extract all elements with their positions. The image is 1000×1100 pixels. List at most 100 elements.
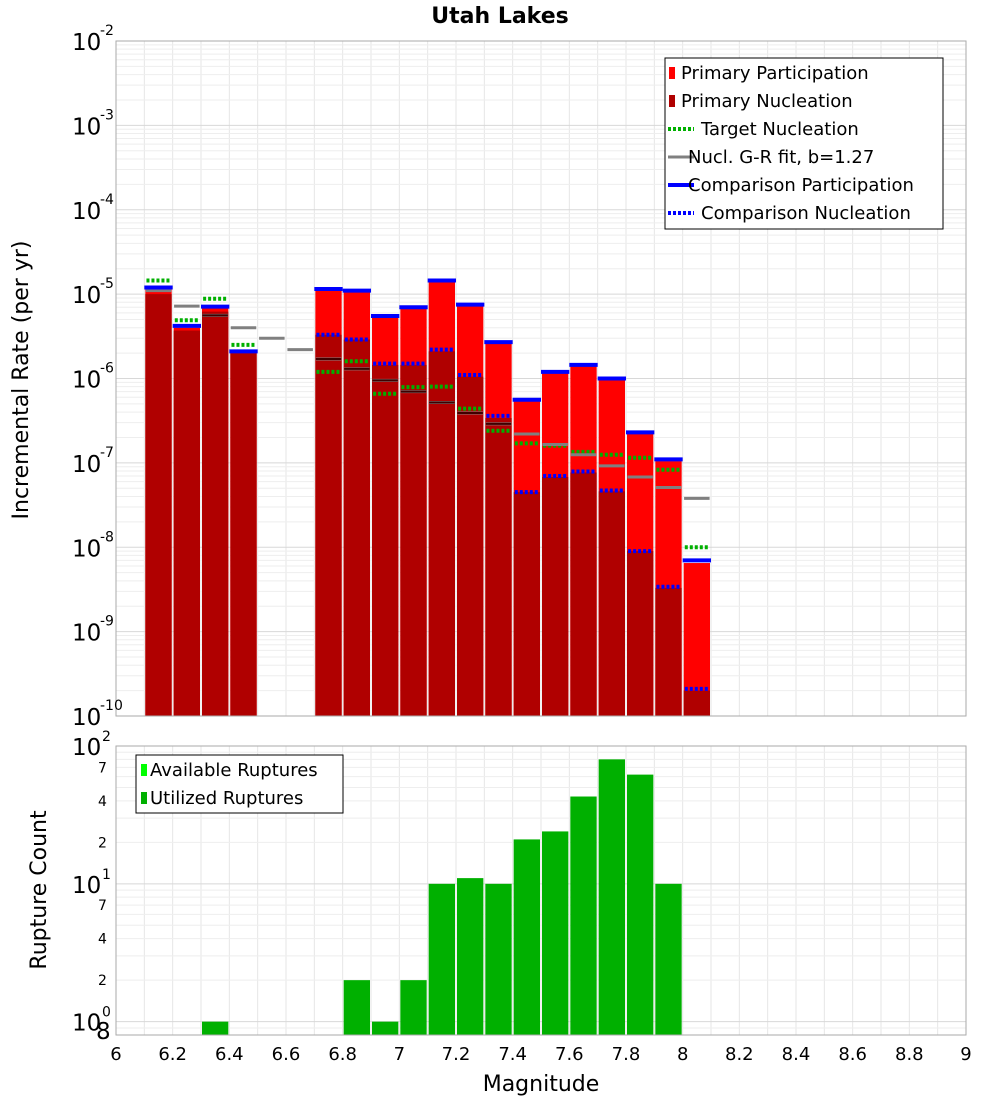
top-y-tick-exponent: -3	[100, 107, 114, 123]
bar-primary-nucleation	[485, 418, 512, 716]
bottom-y-minor-tick-label: 7	[98, 898, 107, 914]
bar-primary-nucleation	[683, 690, 710, 716]
bottom-y-tick-label: 10	[72, 735, 101, 761]
top-y-tick-label: 10	[72, 199, 101, 225]
bar-utilized-ruptures	[627, 774, 654, 1035]
x-tick-label: 7	[394, 1044, 405, 1065]
bar-primary-nucleation	[372, 364, 399, 716]
top-y-tick-exponent: -2	[100, 23, 114, 39]
legend-swatch-available-ruptures	[141, 764, 147, 776]
bar-utilized-ruptures	[598, 759, 625, 1035]
x-tick-label: 9	[960, 1044, 971, 1065]
legend-label-utilized-ruptures: Utilized Ruptures	[150, 788, 303, 809]
top-y-tick-exponent: -5	[100, 276, 114, 292]
x-tick-label: 7.2	[442, 1044, 471, 1065]
bar-primary-nucleation	[145, 294, 172, 716]
bar-primary-nucleation	[343, 339, 370, 716]
bar-utilized-ruptures	[570, 796, 597, 1035]
x-tick-label: 7.8	[612, 1044, 641, 1065]
x-tick-label: 8.6	[838, 1044, 867, 1065]
top-plot-gridlines	[115, 41, 967, 717]
legend-swatch-primary-participation	[669, 67, 675, 79]
top-y-tick-label: 10	[72, 283, 101, 309]
bottom-y-minor-tick-label: 2	[98, 835, 107, 851]
bar-utilized-ruptures	[202, 1021, 229, 1035]
bar-primary-nucleation	[315, 334, 342, 716]
bar-utilized-ruptures	[343, 980, 370, 1035]
bottom-y-tick-label: 10	[72, 1011, 101, 1037]
x-tick-label: 8.4	[782, 1044, 811, 1065]
legend-label-available-ruptures: Available Ruptures	[150, 760, 318, 781]
x-tick-label: 8	[677, 1044, 688, 1065]
x-tick-label: 7.4	[498, 1044, 527, 1065]
bar-utilized-ruptures	[428, 883, 455, 1035]
top-legend-box	[664, 57, 944, 230]
bottom-y-tick-exponent: 1	[102, 867, 111, 883]
bar-utilized-ruptures	[485, 883, 512, 1035]
bar-utilized-ruptures	[655, 883, 682, 1035]
top-y-tick-label: 10	[72, 705, 101, 731]
legend-swatch-primary-nucleation	[669, 95, 675, 107]
top-y-tick-exponent: -9	[100, 614, 114, 630]
x-tick-label: 8.2	[725, 1044, 754, 1065]
legend-label-comparison-participation: Comparison Participation	[688, 175, 914, 196]
bottom-y-tick-label: 10	[72, 873, 101, 899]
bottom-plot-bars	[202, 759, 682, 1035]
top-y-tick-label: 10	[72, 114, 101, 140]
top-y-axis-label: Incremental Rate (per yr)	[9, 241, 34, 520]
bar-primary-nucleation	[230, 353, 257, 716]
bar-utilized-ruptures	[513, 839, 540, 1035]
legend-label-primary-nucleation: Primary Nucleation	[681, 91, 853, 112]
x-tick-label: 7.6	[555, 1044, 584, 1065]
top-plot-step-lines	[144, 278, 711, 691]
top-y-tick-label: 10	[72, 368, 101, 394]
legend-label-primary-participation: Primary Participation	[681, 63, 869, 84]
top-y-tick-label: 10	[72, 452, 101, 478]
legend-label-target-nucleation: Target Nucleation	[700, 119, 859, 140]
chart-title: Utah Lakes	[431, 4, 568, 29]
legend-label-comparison-nucleation: Comparison Nucleation	[701, 203, 911, 224]
bottom-legend: Available Ruptures Utilized Ruptures	[135, 754, 344, 814]
bar-utilized-ruptures	[542, 831, 569, 1035]
bar-primary-nucleation	[598, 491, 625, 716]
bar-primary-nucleation	[457, 376, 484, 716]
x-tick-label: 8.8	[895, 1044, 924, 1065]
bottom-y-minor-tick-label: 4	[98, 932, 107, 948]
top-y-tick-exponent: -7	[100, 445, 114, 461]
bar-utilized-ruptures	[400, 980, 427, 1035]
x-tick-label: 6.4	[215, 1044, 244, 1065]
bar-primary-nucleation	[513, 492, 540, 716]
x-tick-label: 6.8	[328, 1044, 357, 1065]
bar-primary-nucleation	[173, 330, 200, 716]
bottom-y-tick-exponent: 2	[102, 729, 111, 745]
legend-swatch-utilized-ruptures	[141, 792, 147, 804]
bottom-y-minor-tick-label: 8	[96, 1019, 111, 1045]
bar-primary-nucleation	[542, 477, 569, 716]
bottom-y-tick-exponent: 0	[102, 1005, 111, 1021]
bottom-y-minor-tick-label: 4	[98, 794, 107, 810]
legend-label-nucl-g-r-fit-b-1-27: Nucl. G-R fit, b=1.27	[688, 147, 874, 168]
bottom-y-minor-tick-label: 7	[98, 760, 107, 776]
x-tick-label: 6	[110, 1044, 121, 1065]
bar-primary-nucleation	[655, 587, 682, 716]
bottom-legend-box	[135, 754, 344, 814]
bar-primary-nucleation	[627, 551, 654, 716]
bar-primary-nucleation	[400, 364, 427, 716]
top-y-tick-exponent: -10	[100, 698, 123, 714]
bottom-plot-gridlines	[115, 745, 967, 1036]
top-y-tick-exponent: -4	[100, 192, 114, 208]
top-y-tick-label: 10	[72, 536, 101, 562]
bar-utilized-ruptures	[372, 1021, 399, 1035]
top-y-tick-label: 10	[72, 30, 101, 56]
x-tick-labels: 6 6.2 6.4 6.6 6.8 7 7.2 7.4 7.6 7.8 8 8.2 8.4 8.6 8.8 9	[110, 1044, 971, 1065]
top-y-tick-label: 10	[72, 621, 101, 647]
bar-primary-nucleation	[202, 311, 229, 716]
top-plot-border	[115, 40, 967, 717]
top-y-tick-exponent: -6	[100, 361, 114, 377]
top-y-tick-exponent: -8	[100, 529, 114, 545]
bottom-plot-border	[115, 745, 967, 1036]
bar-primary-nucleation	[428, 351, 455, 716]
bar-utilized-ruptures	[457, 878, 484, 1035]
